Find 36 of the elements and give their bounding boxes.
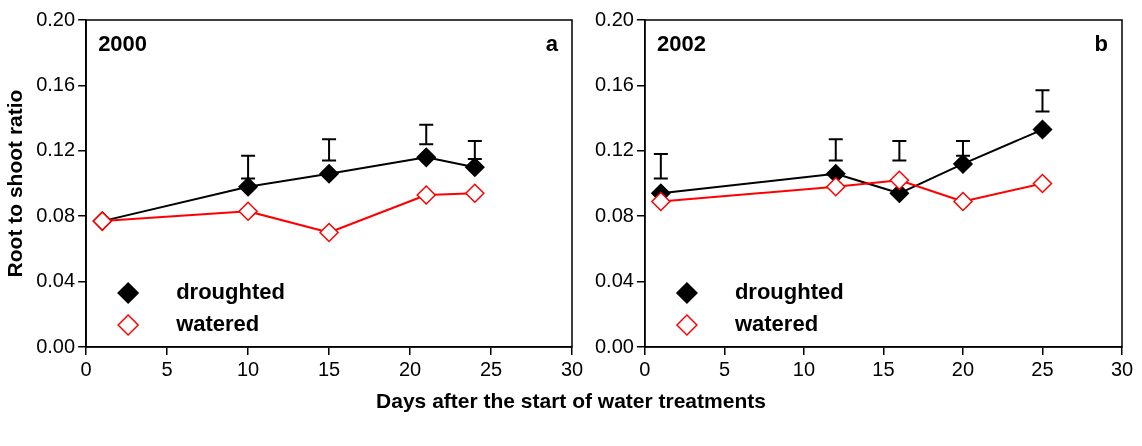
y-tick-label: 0.20 (594, 7, 634, 30)
x-tick-label: 25 (1031, 357, 1054, 380)
y-tick-label: 0.12 (36, 138, 76, 161)
y-tick-label: 0.08 (594, 203, 634, 226)
x-tick-label: 5 (718, 357, 730, 380)
y-tick-label: 0.20 (36, 7, 76, 30)
legend-label: droughted (176, 279, 285, 305)
y-axis-title: Root to shoot ratio (3, 89, 27, 278)
y-tick-label: 0.04 (594, 269, 634, 292)
x-tick-label: 5 (161, 357, 173, 380)
x-tick-label: 30 (1110, 357, 1134, 380)
annotation: b (1094, 31, 1108, 57)
x-tick-label: 30 (560, 357, 584, 380)
legend-label: watered (175, 311, 260, 337)
y-tick-label: 0.12 (594, 138, 634, 161)
x-tick-label: 0 (639, 357, 651, 380)
y-tick-label: 0.00 (594, 334, 634, 357)
x-tick-label: 20 (398, 357, 422, 380)
x-tick-label: 15 (872, 357, 895, 380)
annotation: a (545, 31, 559, 57)
y-tick-label: 0.08 (36, 203, 76, 226)
legend-label: watered (733, 311, 819, 337)
x-tick-label: 25 (479, 357, 503, 380)
x-tick-label: 0 (80, 357, 92, 380)
y-tick-label: 0.16 (36, 72, 76, 95)
x-tick-label: 15 (317, 357, 341, 380)
x-tick-label: 10 (236, 357, 260, 380)
y-tick-label: 0.00 (36, 334, 76, 357)
x-tick-label: 20 (951, 357, 975, 380)
annotation: 2002 (656, 31, 706, 57)
y-tick-label: 0.16 (594, 72, 634, 95)
annotation: 2000 (98, 31, 148, 57)
legend-label: droughted (734, 279, 844, 305)
y-tick-label: 0.04 (36, 269, 76, 292)
x-axis-title: Days after the start of water treatments (375, 389, 767, 413)
x-tick-label: 10 (792, 357, 816, 380)
